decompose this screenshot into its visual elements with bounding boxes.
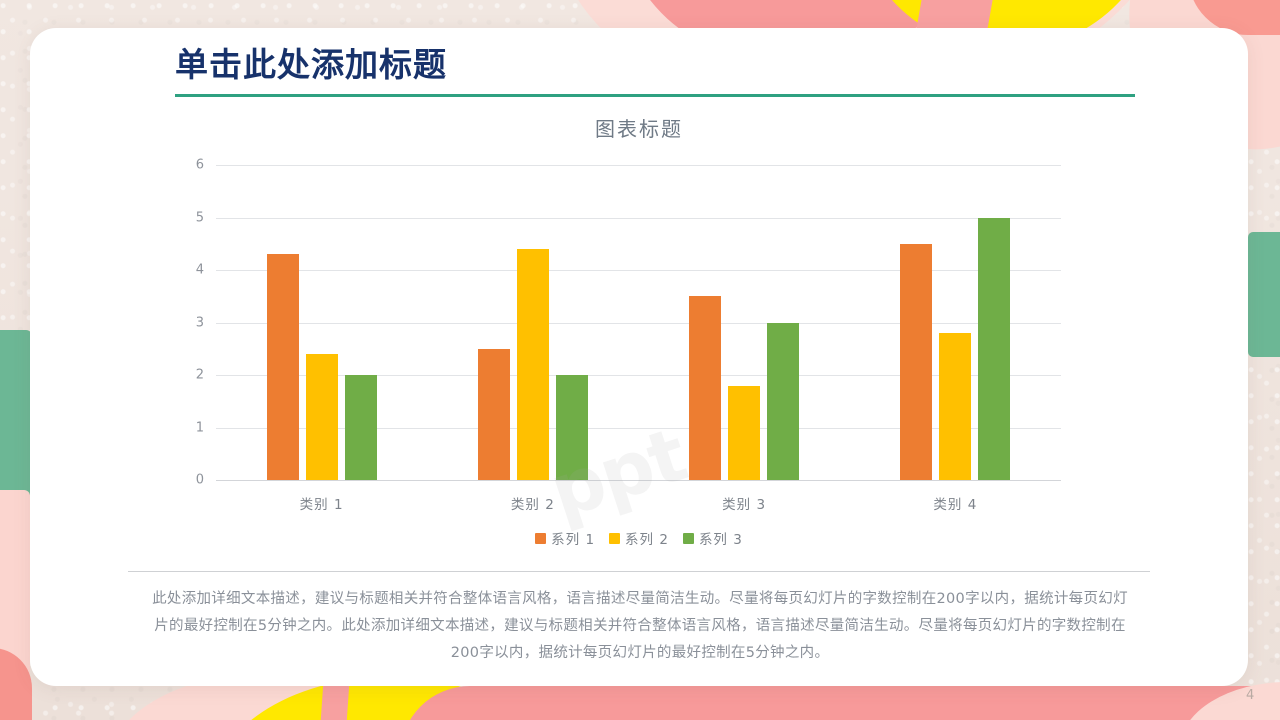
decor-blob-left-pale-pink (0, 490, 30, 680)
y-axis-tick-label: 5 (195, 210, 204, 225)
legend-swatch-icon (609, 532, 621, 544)
bar (978, 217, 1011, 480)
bar (266, 254, 299, 480)
gridline (216, 480, 1061, 481)
legend-item[interactable]: 系列 3 (682, 528, 743, 548)
y-axis-tick-label: 3 (195, 315, 204, 330)
bar-group (689, 165, 800, 480)
bar-group (266, 165, 377, 480)
page-number: 4 (1246, 688, 1255, 703)
bar (477, 348, 510, 480)
gridline (216, 165, 1061, 166)
gridline (216, 270, 1061, 271)
x-axis-category-label: 类别 1 (299, 497, 344, 513)
gridline (216, 427, 1061, 429)
chart-plot-area: 0 1 2 3 4 5 6 (196, 158, 1061, 488)
x-axis-category-label: 类别 3 (722, 497, 767, 513)
chart-legend: 系列 1 系列 2 系列 3 (30, 528, 1248, 548)
bar-group (477, 165, 588, 480)
bar (555, 375, 588, 480)
slide-header: 单击此处添加标题 (175, 44, 1135, 98)
chart-bars (216, 165, 1061, 480)
bar (305, 354, 338, 480)
chart-title: 图表标题 (595, 117, 683, 141)
gridline (216, 217, 1061, 219)
body-text: 此处添加详细文本描述，建议与标题相关并符合整体语言风格，语言描述尽量简洁生动。尽… (152, 591, 1128, 661)
bar (516, 249, 549, 480)
chart-x-axis: 类别 1 类别 2 类别 3 类别 4 (216, 493, 1061, 513)
bar (344, 375, 377, 480)
legend-label: 系列 2 (625, 532, 669, 548)
legend-swatch-icon (682, 532, 694, 544)
bar (939, 333, 972, 480)
y-axis-tick-label: 6 (195, 157, 204, 173)
legend-label: 系列 1 (551, 532, 596, 548)
gridline (216, 375, 1061, 376)
bar-group (900, 165, 1011, 480)
bar (689, 296, 722, 480)
decor-blob-left-green (0, 330, 32, 500)
content-divider (128, 571, 1150, 572)
bar (767, 322, 800, 480)
decor-blob-bottom-pink (400, 686, 1280, 720)
legend-item[interactable]: 系列 1 (535, 528, 595, 548)
y-axis-tick-label: 2 (195, 367, 204, 383)
legend-label: 系列 3 (698, 532, 743, 548)
x-axis-category-label: 类别 4 (933, 497, 978, 513)
y-axis-tick-label: 1 (195, 420, 204, 435)
x-axis-category-label: 类别 2 (510, 497, 555, 513)
gridline (216, 322, 1061, 324)
slide-card: 单击此处添加标题 图表标题 0 1 2 3 4 5 6 类别 1 类别 2 类别 3 类别 4 系… (30, 28, 1248, 686)
bar (728, 385, 761, 480)
y-axis-tick-label: 4 (195, 262, 204, 278)
y-axis-tick-label: 0 (195, 472, 204, 488)
legend-item[interactable]: 系列 2 (609, 528, 669, 548)
page-title: 单击此处添加标题 (175, 45, 447, 84)
title-underline (175, 94, 1135, 98)
legend-swatch-icon (535, 532, 547, 544)
decor-blob-right-green (1248, 232, 1280, 357)
bar (900, 243, 933, 480)
